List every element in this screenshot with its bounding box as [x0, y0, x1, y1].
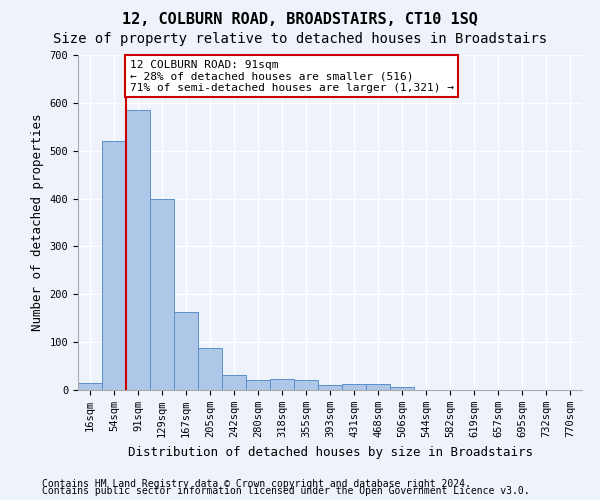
- Bar: [150, 198, 174, 390]
- Bar: [126, 110, 150, 390]
- Text: Size of property relative to detached houses in Broadstairs: Size of property relative to detached ho…: [53, 32, 547, 46]
- Bar: [270, 380, 294, 390]
- X-axis label: Distribution of detached houses by size in Broadstairs: Distribution of detached houses by size …: [128, 446, 533, 458]
- Bar: [342, 384, 366, 390]
- Bar: [294, 380, 318, 390]
- Bar: [102, 141, 126, 390]
- Y-axis label: Number of detached properties: Number of detached properties: [31, 114, 44, 331]
- Bar: [78, 383, 102, 390]
- Bar: [198, 348, 222, 390]
- Text: 12 COLBURN ROAD: 91sqm
← 28% of detached houses are smaller (516)
71% of semi-de: 12 COLBURN ROAD: 91sqm ← 28% of detached…: [130, 60, 454, 93]
- Text: Contains HM Land Registry data © Crown copyright and database right 2024.: Contains HM Land Registry data © Crown c…: [42, 479, 471, 489]
- Bar: [318, 385, 342, 390]
- Text: Contains public sector information licensed under the Open Government Licence v3: Contains public sector information licen…: [42, 486, 530, 496]
- Bar: [390, 387, 414, 390]
- Bar: [174, 312, 198, 390]
- Bar: [366, 384, 390, 390]
- Bar: [246, 380, 270, 390]
- Bar: [222, 374, 246, 390]
- Text: 12, COLBURN ROAD, BROADSTAIRS, CT10 1SQ: 12, COLBURN ROAD, BROADSTAIRS, CT10 1SQ: [122, 12, 478, 28]
